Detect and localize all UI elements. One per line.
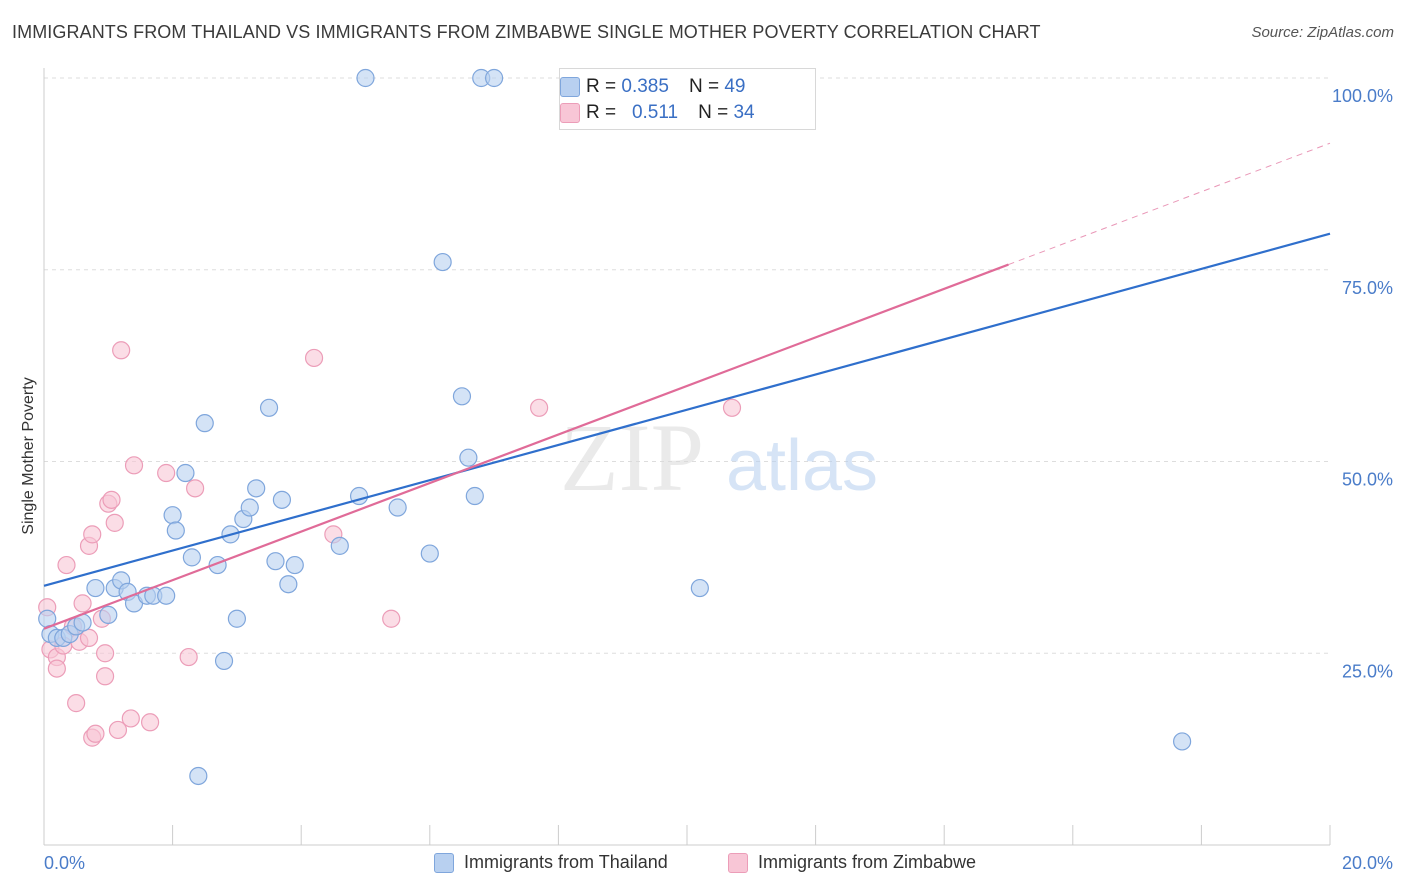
zimbabwe-r-label: R = <box>586 102 617 123</box>
thailand-point-27 <box>247 479 266 498</box>
zimbabwe-point-9 <box>79 628 99 648</box>
thailand-point-45 <box>690 578 709 598</box>
zimbabwe-r-value: 0.511 <box>631 102 679 123</box>
zimbabwe-point-33 <box>47 659 66 678</box>
legend-label-thailand: Immigrants from Thailand <box>464 852 668 872</box>
zimbabwe-point-22 <box>121 709 140 728</box>
thailand-point-38 <box>433 252 452 272</box>
y-tick-label-1: 50.0% <box>1342 470 1393 490</box>
zimbabwe-trend-line-extension <box>1008 142 1331 266</box>
legend-label-zimbabwe: Immigrants from Zimbabwe <box>758 852 977 872</box>
thailand-point-19 <box>182 548 201 567</box>
legend-swatch-zimbabwe <box>728 852 748 873</box>
zimbabwe-point-6 <box>67 694 86 713</box>
thailand-r-value: 0.385 <box>621 76 669 97</box>
thailand-point-24 <box>227 609 246 628</box>
y-tick-label-0: 25.0% <box>1342 661 1393 681</box>
zimbabwe-point-32 <box>722 398 742 417</box>
thailand-point-36 <box>388 498 407 517</box>
thailand-point-39 <box>452 387 472 406</box>
zimbabwe-trend-line <box>43 263 1009 630</box>
zimbabwe-point-24 <box>140 713 160 732</box>
zimbabwe-point-16 <box>95 667 115 686</box>
y-tick-label-3: 100.0% <box>1332 86 1393 106</box>
watermark: ZIP atlas <box>560 404 878 511</box>
zimbabwe-point-30 <box>382 609 401 628</box>
thailand-point-29 <box>266 552 285 571</box>
zimbabwe-point-18 <box>102 490 121 509</box>
stats-row-zimbabwe: R = 0.511 N = 34 <box>560 100 755 126</box>
thailand-point-41 <box>465 486 484 506</box>
thailand-point-40 <box>459 448 478 467</box>
zimbabwe-point-31 <box>530 398 549 417</box>
legend-item-thailand: Immigrants from Thailand <box>434 852 668 873</box>
zimbabwe-point-26 <box>179 647 198 667</box>
zimbabwe-n-label: N = <box>698 102 729 123</box>
stats-row-thailand: R = 0.385 N = 49 <box>560 74 746 100</box>
thailand-trend-line <box>43 232 1331 587</box>
thailand-point-37 <box>420 544 439 563</box>
series-zimbabwe-points <box>38 341 742 747</box>
trend-lines <box>43 142 1331 630</box>
series-thailand-points <box>38 68 1192 786</box>
thailand-point-20 <box>195 414 214 433</box>
thailand-point-26 <box>240 498 259 517</box>
zimbabwe-point-20 <box>108 720 128 740</box>
zimbabwe-point-15 <box>95 644 115 663</box>
zimbabwe-point-27 <box>186 479 205 498</box>
thailand-point-43 <box>485 68 504 88</box>
chart-title: IMMIGRANTS FROM THAILAND VS IMMIGRANTS F… <box>12 22 1041 42</box>
zimbabwe-point-25 <box>157 463 176 483</box>
thailand-point-30 <box>272 490 292 509</box>
zimbabwe-point-4 <box>57 555 76 575</box>
source-label: Source: ZipAtlas.com <box>1251 24 1394 41</box>
zimbabwe-point-23 <box>124 456 144 475</box>
stats-legend: R = 0.385 N = 49 R = 0.511 N = 34 <box>559 68 816 130</box>
gridlines <box>44 77 1330 654</box>
zimbabwe-point-12 <box>83 525 102 544</box>
thailand-r-label: R = <box>586 76 617 97</box>
zimbabwe-point-13 <box>86 724 105 743</box>
thailand-n-label: N = <box>688 76 720 97</box>
thailand-point-17 <box>166 521 185 540</box>
tick-labels: 25.0% 50.0% 75.0% 100.0% 0.0% 20.0% <box>44 86 1393 873</box>
axes <box>43 68 1331 846</box>
thailand-point-46 <box>1173 732 1192 751</box>
thailand-n-value: 49 <box>724 76 746 97</box>
zimbabwe-point-19 <box>105 513 124 532</box>
thailand-point-31 <box>279 575 298 594</box>
x-tick-label-0: 0.0% <box>44 853 85 873</box>
thailand-swatch <box>560 77 580 97</box>
thailand-point-16 <box>163 506 182 525</box>
x-tick-label-1: 20.0% <box>1342 853 1393 873</box>
thailand-point-18 <box>176 463 195 483</box>
legend-swatch-thailand <box>434 852 454 873</box>
zimbabwe-n-value: 34 <box>733 102 755 123</box>
thailand-point-35 <box>356 68 375 88</box>
zimbabwe-point-28 <box>304 348 324 368</box>
zimbabwe-point-21 <box>112 341 131 360</box>
thailand-point-15 <box>157 586 176 605</box>
thailand-point-22 <box>214 651 234 671</box>
thailand-point-32 <box>285 555 304 575</box>
bottom-legend: Immigrants from Thailand Immigrants from… <box>0 852 1406 878</box>
thailand-point-8 <box>99 605 118 625</box>
zimbabwe-swatch <box>560 103 580 123</box>
thailand-point-47 <box>189 766 208 786</box>
watermark-atlas: atlas <box>726 426 878 506</box>
legend-item-zimbabwe: Immigrants from Zimbabwe <box>728 852 976 873</box>
thailand-point-28 <box>259 398 279 417</box>
thailand-point-7 <box>86 578 105 598</box>
thailand-point-33 <box>330 536 349 555</box>
y-tick-label-2: 75.0% <box>1342 278 1393 298</box>
watermark-zip: ZIP <box>560 404 704 511</box>
zimbabwe-point-8 <box>73 594 92 613</box>
